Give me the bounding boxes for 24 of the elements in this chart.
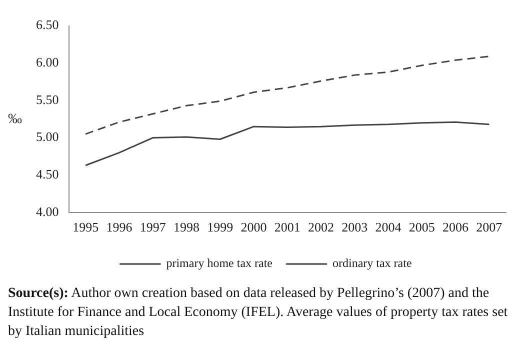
y-tick-label: 6.00 — [36, 54, 59, 70]
legend-label: ordinary tax rate — [332, 256, 412, 270]
x-tick-label: 2005 — [408, 220, 435, 235]
y-tick-label: 6.50 — [36, 17, 59, 32]
legend-label: primary home tax rate — [166, 256, 273, 270]
x-tick-label: 2006 — [442, 220, 470, 235]
x-tick-label: 2007 — [476, 220, 503, 235]
x-tick-label: 2000 — [240, 220, 267, 235]
x-tick-label: 1997 — [140, 220, 166, 235]
y-tick-label: 4.50 — [36, 166, 59, 182]
x-tick-label: 1995 — [72, 220, 99, 235]
x-tick-label: 2003 — [342, 220, 368, 235]
y-tick-label: 5.50 — [36, 92, 59, 107]
source-note: Source(s): Author own creation based on data released by Pellegrino’s (2007) and the Institute for Finance and Local Economy (IFEL). Average values of property tax rates set by Italian municipalities — [8, 286, 508, 339]
x-tick-label: 1996 — [106, 220, 133, 235]
x-tick-label: 1998 — [173, 220, 200, 235]
x-tick-label: 2004 — [375, 220, 402, 235]
line-series — [84, 56, 490, 135]
y-tick-label: 5.00 — [36, 129, 59, 144]
x-tick-label: 2001 — [274, 220, 300, 235]
x-tick-label: 2002 — [308, 220, 334, 235]
x-tick-label: 1999 — [207, 220, 234, 235]
y-tick-label: 4.00 — [36, 204, 59, 219]
y-axis-title: ‰ — [8, 112, 22, 127]
